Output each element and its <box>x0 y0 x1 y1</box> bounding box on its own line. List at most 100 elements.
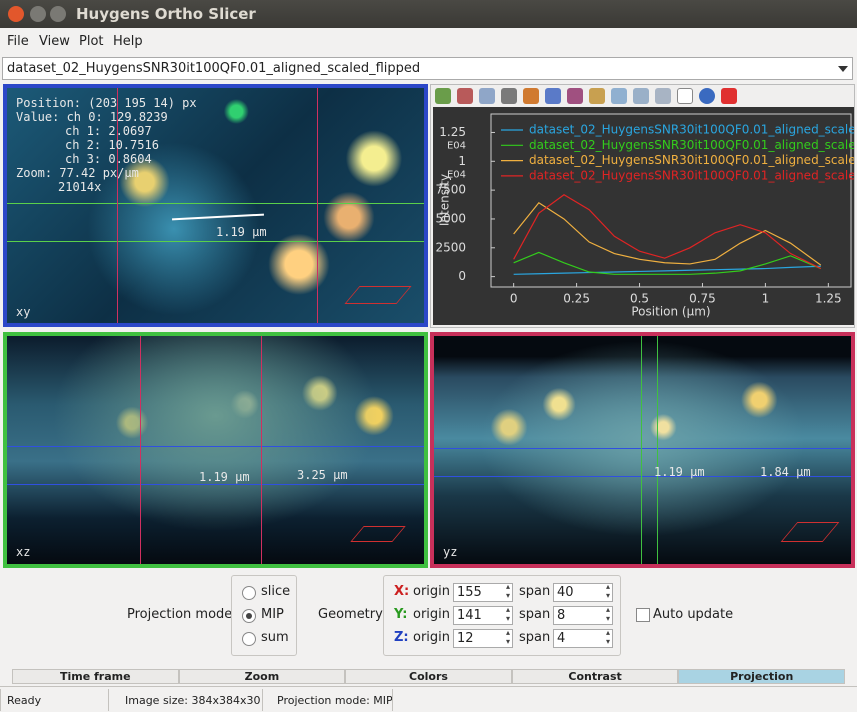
legend-label: dataset_02_HuygensSNR30it100QF0.01_align… <box>529 153 854 167</box>
tab[interactable]: Colors <box>345 669 512 684</box>
menu-item[interactable]: Help <box>113 34 143 49</box>
axis-label: Y: <box>394 607 408 622</box>
title-bar: Huygens Ortho Slicer <box>0 0 857 28</box>
span-label: span <box>519 607 551 622</box>
span-spinbox[interactable]: 8 <box>553 605 613 625</box>
plot-frame <box>490 113 852 288</box>
menu-item[interactable]: File <box>7 34 29 49</box>
measurement: 1.19 µm <box>199 470 250 484</box>
x-axis-label: Position (µm) <box>631 305 710 319</box>
axis-label: X: <box>394 584 410 599</box>
legend-label: dataset_02_HuygensSNR30it100QF0.01_align… <box>529 123 854 137</box>
tool-icon[interactable] <box>545 88 561 104</box>
tool-icon[interactable] <box>655 88 671 104</box>
x-tick-label: 0.75 <box>689 292 716 306</box>
tool-icon[interactable] <box>435 88 451 104</box>
tool-icon[interactable] <box>677 88 693 104</box>
y-tick-label: 2500 <box>435 240 466 254</box>
origin-label: origin <box>413 630 451 645</box>
auto-update-checkbox[interactable] <box>636 608 650 622</box>
radio-label[interactable]: slice <box>261 584 291 599</box>
maximize-button[interactable] <box>50 6 66 22</box>
origin-spinbox[interactable]: 12 <box>453 628 513 648</box>
measurement: 1.84 µm <box>760 465 811 479</box>
radio-button[interactable] <box>242 632 256 646</box>
series-line <box>513 251 822 275</box>
y-tick-label: 7500 <box>435 183 466 197</box>
tool-icon[interactable] <box>699 88 715 104</box>
tool-icon[interactable] <box>479 88 495 104</box>
status-text: Ready <box>7 694 42 707</box>
tool-icon[interactable] <box>457 88 473 104</box>
view-label: xz <box>16 545 31 559</box>
info-line: ch 3: 0.8604 <box>65 152 152 166</box>
tool-icon[interactable] <box>567 88 583 104</box>
plot-panel: Position (µm) Intensity 0 0.25 0.5 0.75 1 1.2… <box>430 84 855 328</box>
dataset-dropdown[interactable]: dataset_02_HuygensSNR30it100QF0.01_align… <box>2 57 853 80</box>
dataset-name: dataset_02_HuygensSNR30it100QF0.01_align… <box>7 61 421 76</box>
origin-label: origin <box>413 584 451 599</box>
y-axis-label: Intensity <box>438 174 452 226</box>
tab[interactable]: Zoom <box>178 669 346 684</box>
info-line: 21014x <box>58 180 102 194</box>
origin-spinbox[interactable]: 141 <box>453 605 513 625</box>
span-label: span <box>519 630 551 645</box>
x-tick-label: 1.25 <box>815 292 842 306</box>
auto-update-label[interactable]: Auto update <box>653 607 734 622</box>
menu-item[interactable]: Plot <box>79 34 104 49</box>
origin-label: origin <box>413 607 451 622</box>
x-tick-label: 0.25 <box>563 292 590 306</box>
close-button[interactable] <box>8 6 24 22</box>
tool-icon[interactable] <box>633 88 649 104</box>
axis-label: Z: <box>394 630 409 645</box>
info-line: Position: (203 195 14) px <box>16 96 197 110</box>
view-label: xy <box>16 305 31 319</box>
y-tick-exponent: E04 <box>447 169 466 180</box>
tab[interactable]: Time frame <box>12 669 179 684</box>
tool-icon[interactable] <box>721 88 737 104</box>
legend-label: dataset_02_HuygensSNR30it100QF0.01_align… <box>529 138 854 152</box>
tab[interactable]: Projection <box>678 669 845 684</box>
radio-button[interactable] <box>242 586 256 600</box>
xy-view[interactable]: Position: (203 195 14) px Value: ch 0: 1… <box>3 84 428 327</box>
view-label: yz <box>443 545 458 559</box>
status-text: Projection mode: MIP <box>277 694 393 707</box>
y-tick-label: 5000 <box>435 211 466 225</box>
series-line <box>513 194 822 270</box>
info-line: Value: ch 0: 129.8239 <box>16 110 168 124</box>
info-line: ch 1: 2.0697 <box>65 124 152 138</box>
x-tick-label: 0.5 <box>630 292 649 306</box>
tool-icon[interactable] <box>523 88 539 104</box>
y-tick-exponent: E04 <box>447 140 466 151</box>
legend-label: dataset_02_HuygensSNR30it100QF0.01_align… <box>529 168 854 182</box>
radio-button[interactable] <box>242 609 256 623</box>
measurement: 1.19 µm <box>654 465 705 479</box>
tab[interactable]: Contrast <box>511 669 679 684</box>
y-tick-label: 0 <box>458 269 466 283</box>
span-spinbox[interactable]: 40 <box>553 582 613 602</box>
tool-icon[interactable] <box>611 88 627 104</box>
status-text: Image size: 384x384x30 <box>125 694 261 707</box>
measurement: 1.19 µm <box>216 225 267 239</box>
span-spinbox[interactable]: 4 <box>553 628 613 648</box>
series-line <box>513 202 822 266</box>
yz-view[interactable]: 1.19 µm 1.84 µm yz <box>430 332 855 568</box>
span-label: span <box>519 584 551 599</box>
measurement: 3.25 µm <box>297 468 348 482</box>
radio-label[interactable]: sum <box>261 630 289 645</box>
minimize-button[interactable] <box>30 6 46 22</box>
dropdown-arrow <box>838 66 848 72</box>
tool-icon[interactable] <box>589 88 605 104</box>
x-tick-label: 0 <box>510 292 518 306</box>
menu-item[interactable]: View <box>39 34 70 49</box>
geometry-label: Geometry <box>318 607 383 622</box>
tool-icon[interactable] <box>501 88 517 104</box>
projection-mode-label: Projection mode <box>127 607 233 622</box>
geometry-group: X:origin155span40Y:origin141span8Z:origi… <box>383 575 621 656</box>
origin-spinbox[interactable]: 155 <box>453 582 513 602</box>
radio-label[interactable]: MIP <box>261 607 284 622</box>
xz-view[interactable]: 1.19 µm 3.25 µm xz <box>3 332 428 568</box>
info-line: Zoom: 77.42 px/µm <box>16 166 139 180</box>
x-tick-label: 1 <box>762 292 770 306</box>
